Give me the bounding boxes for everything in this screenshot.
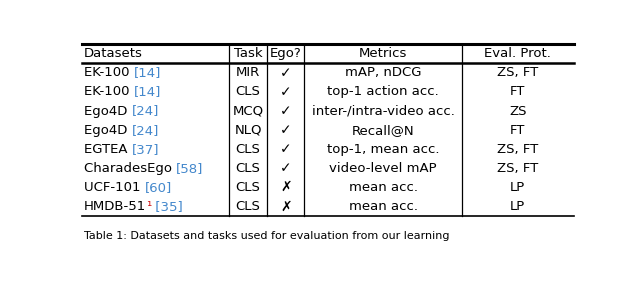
Text: ZS: ZS xyxy=(509,104,527,118)
Text: mAP, nDCG: mAP, nDCG xyxy=(345,66,421,79)
Text: top-1 action acc.: top-1 action acc. xyxy=(327,86,439,98)
Text: Ego4D: Ego4D xyxy=(84,124,132,137)
Text: ZS, FT: ZS, FT xyxy=(497,66,538,79)
Text: ✗: ✗ xyxy=(280,199,292,213)
Text: video-level mAP: video-level mAP xyxy=(329,162,437,175)
Text: ZS, FT: ZS, FT xyxy=(497,143,538,156)
Text: UCF-101: UCF-101 xyxy=(84,181,145,194)
Text: Ego?: Ego? xyxy=(270,47,301,60)
Text: mean acc.: mean acc. xyxy=(349,181,417,194)
Text: CLS: CLS xyxy=(236,162,260,175)
Text: Eval. Prot.: Eval. Prot. xyxy=(484,47,551,60)
Text: [14]: [14] xyxy=(134,66,161,79)
Text: inter-/intra-video acc.: inter-/intra-video acc. xyxy=(312,104,454,118)
Text: FT: FT xyxy=(510,124,525,137)
Text: ✗: ✗ xyxy=(280,180,292,194)
Text: LP: LP xyxy=(510,181,525,194)
Text: HMDB-51: HMDB-51 xyxy=(84,200,146,213)
Text: Metrics: Metrics xyxy=(359,47,407,60)
Text: ✓: ✓ xyxy=(280,161,292,175)
Text: [14]: [14] xyxy=(134,86,161,98)
Text: Datasets: Datasets xyxy=(84,47,143,60)
Text: NLQ: NLQ xyxy=(234,124,262,137)
Text: Task: Task xyxy=(234,47,262,60)
Text: [37]: [37] xyxy=(132,143,159,156)
Text: [60]: [60] xyxy=(145,181,172,194)
Text: [24]: [24] xyxy=(132,104,159,118)
Text: ✓: ✓ xyxy=(280,66,292,80)
Text: mean acc.: mean acc. xyxy=(349,200,417,213)
Text: EGTEA: EGTEA xyxy=(84,143,132,156)
Text: MIR: MIR xyxy=(236,66,260,79)
Text: Ego4D: Ego4D xyxy=(84,104,132,118)
Text: EK-100: EK-100 xyxy=(84,86,134,98)
Text: top-1, mean acc.: top-1, mean acc. xyxy=(327,143,439,156)
Text: ✓: ✓ xyxy=(280,142,292,156)
Text: CLS: CLS xyxy=(236,200,260,213)
Text: [35]: [35] xyxy=(152,200,183,213)
Text: ✓: ✓ xyxy=(280,104,292,118)
Text: EK-100: EK-100 xyxy=(84,66,134,79)
Text: LP: LP xyxy=(510,200,525,213)
Text: FT: FT xyxy=(510,86,525,98)
Text: CLS: CLS xyxy=(236,181,260,194)
Text: CLS: CLS xyxy=(236,143,260,156)
Text: ✓: ✓ xyxy=(280,85,292,99)
Text: ¹: ¹ xyxy=(146,200,152,213)
Text: ✓: ✓ xyxy=(280,123,292,137)
Text: Table 1: Datasets and tasks used for evaluation from our learning: Table 1: Datasets and tasks used for eva… xyxy=(84,231,449,241)
Text: MCQ: MCQ xyxy=(232,104,264,118)
Text: [24]: [24] xyxy=(132,124,159,137)
Text: CLS: CLS xyxy=(236,86,260,98)
Text: CharadesEgo: CharadesEgo xyxy=(84,162,176,175)
Text: ZS, FT: ZS, FT xyxy=(497,162,538,175)
Text: Recall@N: Recall@N xyxy=(352,124,414,137)
Text: [58]: [58] xyxy=(176,162,204,175)
